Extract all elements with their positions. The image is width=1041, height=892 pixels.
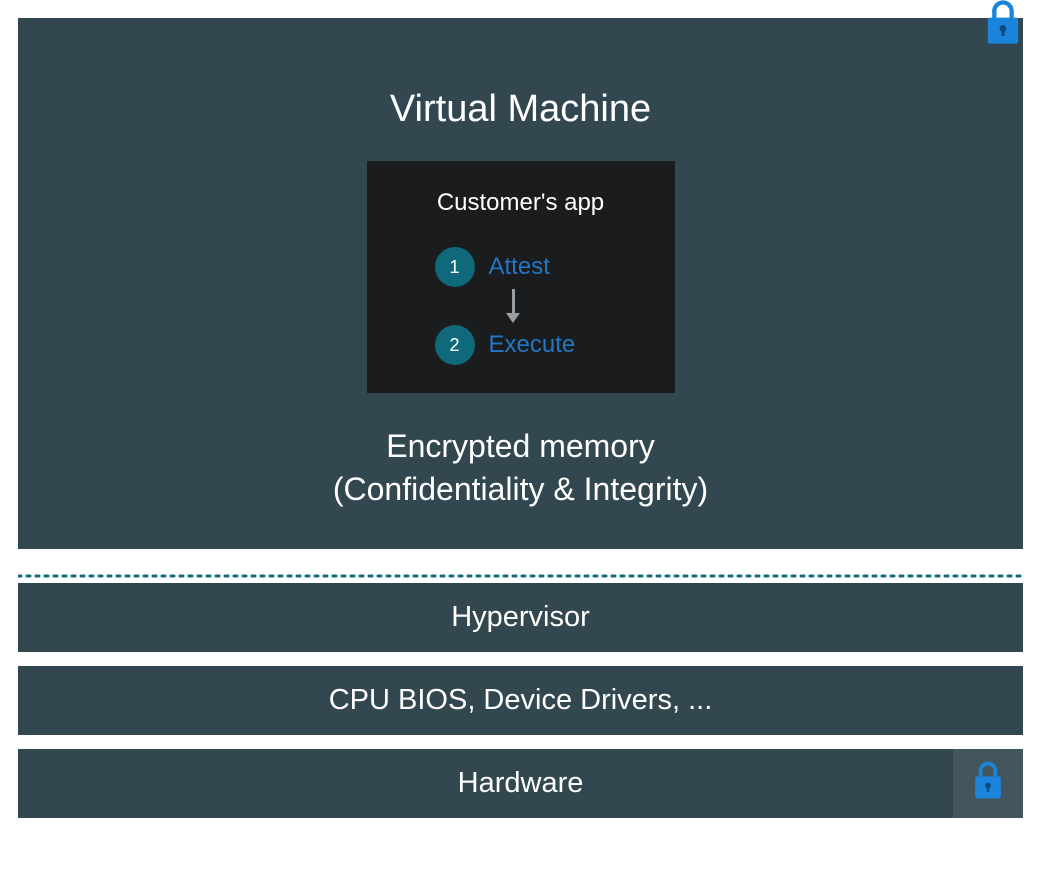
step-label-attest: Attest (489, 253, 550, 281)
vm-title: Virtual Machine (390, 88, 651, 131)
layer-cpu-bios: CPU BIOS, Device Drivers, ... (18, 666, 1023, 735)
hardware-lock-box (953, 749, 1023, 818)
customer-app-box: Customer's app 1 Attest 2 Execute (367, 161, 675, 393)
step-attest: 1 Attest (435, 247, 576, 287)
arrow-down-icon (452, 287, 576, 325)
lock-icon (977, 0, 1029, 53)
app-title: Customer's app (437, 189, 604, 217)
step-label-execute: Execute (489, 331, 576, 359)
layer-hardware: Hardware (18, 749, 1023, 818)
step-number-1: 1 (435, 247, 475, 287)
layer-hypervisor: Hypervisor (18, 583, 1023, 652)
dotted-divider (18, 565, 1023, 567)
step-execute: 2 Execute (435, 325, 576, 365)
virtual-machine-block: Virtual Machine Customer's app 1 Attest … (18, 18, 1023, 549)
lock-icon (966, 758, 1010, 810)
encrypted-memory-text: Encrypted memory (Confidentiality & Inte… (333, 425, 708, 511)
diagram-container: Virtual Machine Customer's app 1 Attest … (18, 18, 1023, 874)
step-number-2: 2 (435, 325, 475, 365)
app-steps: 1 Attest 2 Execute (435, 247, 576, 365)
